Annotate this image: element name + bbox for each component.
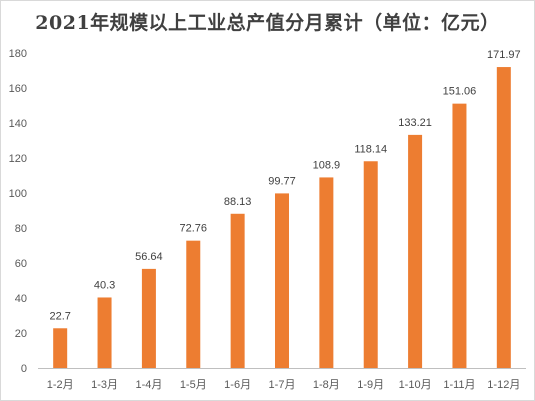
bar xyxy=(452,103,467,369)
bar-data-labels: 22.7 40.3 56.64 72.76 88.13 99.77 108.9 118.14 1… xyxy=(49,49,520,322)
x-tick-label: 1-5月 xyxy=(180,379,207,391)
y-tick-label: 100 xyxy=(9,188,27,200)
x-tick-label: 1-6月 xyxy=(224,379,251,391)
bar xyxy=(363,161,378,368)
y-tick-label: 0 xyxy=(21,363,27,375)
bar xyxy=(275,193,289,368)
bar-value-label: 88.13 xyxy=(224,196,252,208)
y-tick-label: 20 xyxy=(15,328,27,340)
y-tick-label: 80 xyxy=(15,223,27,235)
bar xyxy=(230,213,245,368)
x-tick-label: 1-3月 xyxy=(91,379,118,391)
bar-value-label: 99.77 xyxy=(268,175,296,187)
bar-value-label: 133.21 xyxy=(398,117,432,129)
bar-value-label: 151.06 xyxy=(443,86,477,98)
bar-series xyxy=(53,67,511,369)
bar xyxy=(408,134,423,368)
bar-value-label: 171.97 xyxy=(487,49,521,61)
x-tick-label: 1-12月 xyxy=(487,379,520,391)
bar-value-label: 108.9 xyxy=(313,159,341,171)
x-tick-label: 1-2月 xyxy=(47,379,74,391)
x-tick-label: 1-4月 xyxy=(135,379,162,391)
y-tick-label: 140 xyxy=(9,118,27,130)
bar xyxy=(319,177,334,368)
y-tick-label: 160 xyxy=(9,83,27,95)
x-tick-label: 1-8月 xyxy=(313,379,340,391)
y-tick-label: 180 xyxy=(9,48,27,60)
bar-value-label: 118.14 xyxy=(354,143,387,155)
bar-value-label: 40.3 xyxy=(94,279,115,291)
chart-title: 2021年规模以上工业总产值分月累计（单位：亿元） xyxy=(35,12,500,34)
y-tick-label: 120 xyxy=(9,153,27,165)
y-tick-label: 40 xyxy=(15,293,27,305)
x-tick-label: 1-9月 xyxy=(357,379,384,391)
bar-value-label: 22.7 xyxy=(49,310,70,322)
bar xyxy=(53,328,68,368)
bar xyxy=(496,67,511,369)
y-axis-ticks: 0 20 40 60 80 100 120 140 160 180 xyxy=(9,48,27,375)
x-tick-label: 1-7月 xyxy=(269,379,296,391)
x-tick-label: 1-11月 xyxy=(443,379,475,391)
x-axis-ticks: 1-2月 1-3月 1-4月 1-5月 1-6月 1-7月 1-8月 1-9月 1-10月 1-1… xyxy=(47,379,521,391)
bar xyxy=(97,297,112,368)
bar-value-label: 72.76 xyxy=(180,223,208,235)
x-tick-label: 1-10月 xyxy=(399,379,432,391)
y-tick-label: 60 xyxy=(15,258,27,270)
bar-value-label: 56.64 xyxy=(135,251,163,263)
bar xyxy=(141,268,156,368)
bar xyxy=(186,240,201,368)
